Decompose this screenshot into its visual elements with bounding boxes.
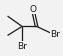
Text: Br: Br	[51, 30, 60, 39]
Text: O: O	[29, 5, 36, 14]
Text: Br: Br	[17, 41, 27, 50]
